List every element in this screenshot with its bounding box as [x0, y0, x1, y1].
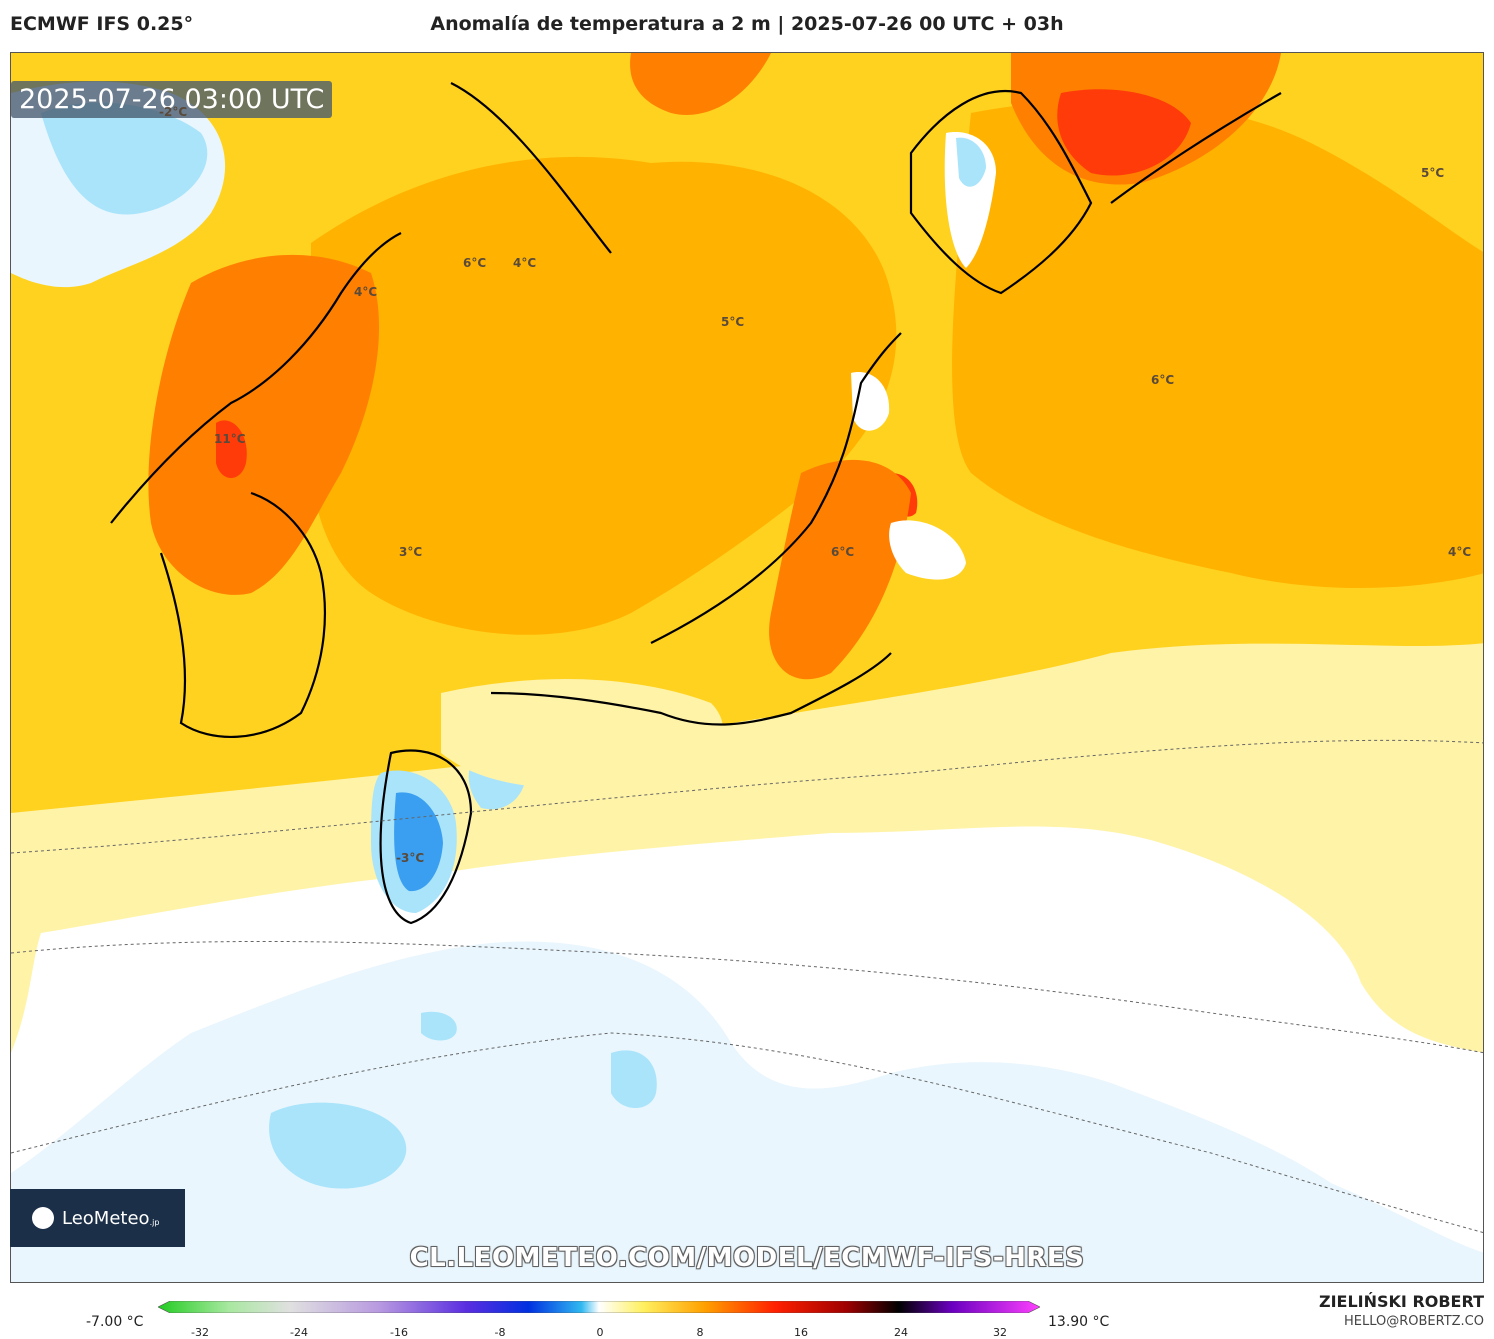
colorbar-max-label: 13.90 °C	[1048, 1314, 1110, 1330]
map-label: 4°C	[354, 285, 378, 299]
sun-icon	[32, 1207, 54, 1229]
map-area[interactable]: 2025-07-26 03:00 UTC -2°C 6°C 4°C 4°C 5°…	[10, 52, 1484, 1283]
model-name: ECMWF IFS 0.25°	[10, 13, 194, 35]
map-label: 6°C	[1151, 373, 1175, 387]
logo-suffix: .jp	[149, 1217, 160, 1227]
colorbar-tick: -32	[191, 1326, 209, 1339]
colorbar-tick: -8	[494, 1326, 506, 1339]
map-label: 11°C	[214, 432, 246, 446]
map-label: 4°C	[513, 256, 537, 270]
leometeo-logo[interactable]: LeoMeteo .jp	[10, 1189, 185, 1247]
colorbar-tick: 8	[696, 1326, 704, 1339]
map-label: 6°C	[831, 545, 855, 559]
colorbar-tick: -16	[390, 1326, 408, 1339]
author-name: ZIELIŃSKI ROBERT	[1318, 1292, 1484, 1311]
colorbar-tick: 0	[596, 1326, 604, 1339]
map-label: 6°C	[463, 256, 487, 270]
colorbar-tick: -24	[290, 1326, 308, 1339]
temperature-colorbar	[158, 1301, 1040, 1313]
colorbar-tick: 32	[993, 1326, 1007, 1339]
source-url-watermark: CL.LEOMETEO.COM/MODEL/ECMWF-IFS-HRES	[409, 1243, 1085, 1273]
map-label: 3°C	[399, 545, 423, 559]
map-label: -3°C	[396, 851, 425, 865]
colorbar-tick: 24	[894, 1326, 908, 1339]
author-email[interactable]: HELLO@ROBERTZ.CO	[1343, 1314, 1484, 1329]
map-label: 5°C	[721, 315, 745, 329]
temperature-anomaly-map	[11, 53, 1483, 1282]
logo-text: LeoMeteo	[62, 1207, 150, 1229]
map-label: 5°C	[1421, 166, 1445, 180]
map-label: -2°C	[159, 105, 188, 119]
map-label: 4°C	[1448, 545, 1472, 559]
colorbar-min-label: -7.00 °C	[86, 1314, 144, 1330]
map-title: Anomalía de temperatura a 2 m | 2025-07-…	[430, 13, 1064, 35]
colorbar-tick: 16	[794, 1326, 808, 1339]
valid-time-badge: 2025-07-26 03:00 UTC	[11, 81, 333, 118]
